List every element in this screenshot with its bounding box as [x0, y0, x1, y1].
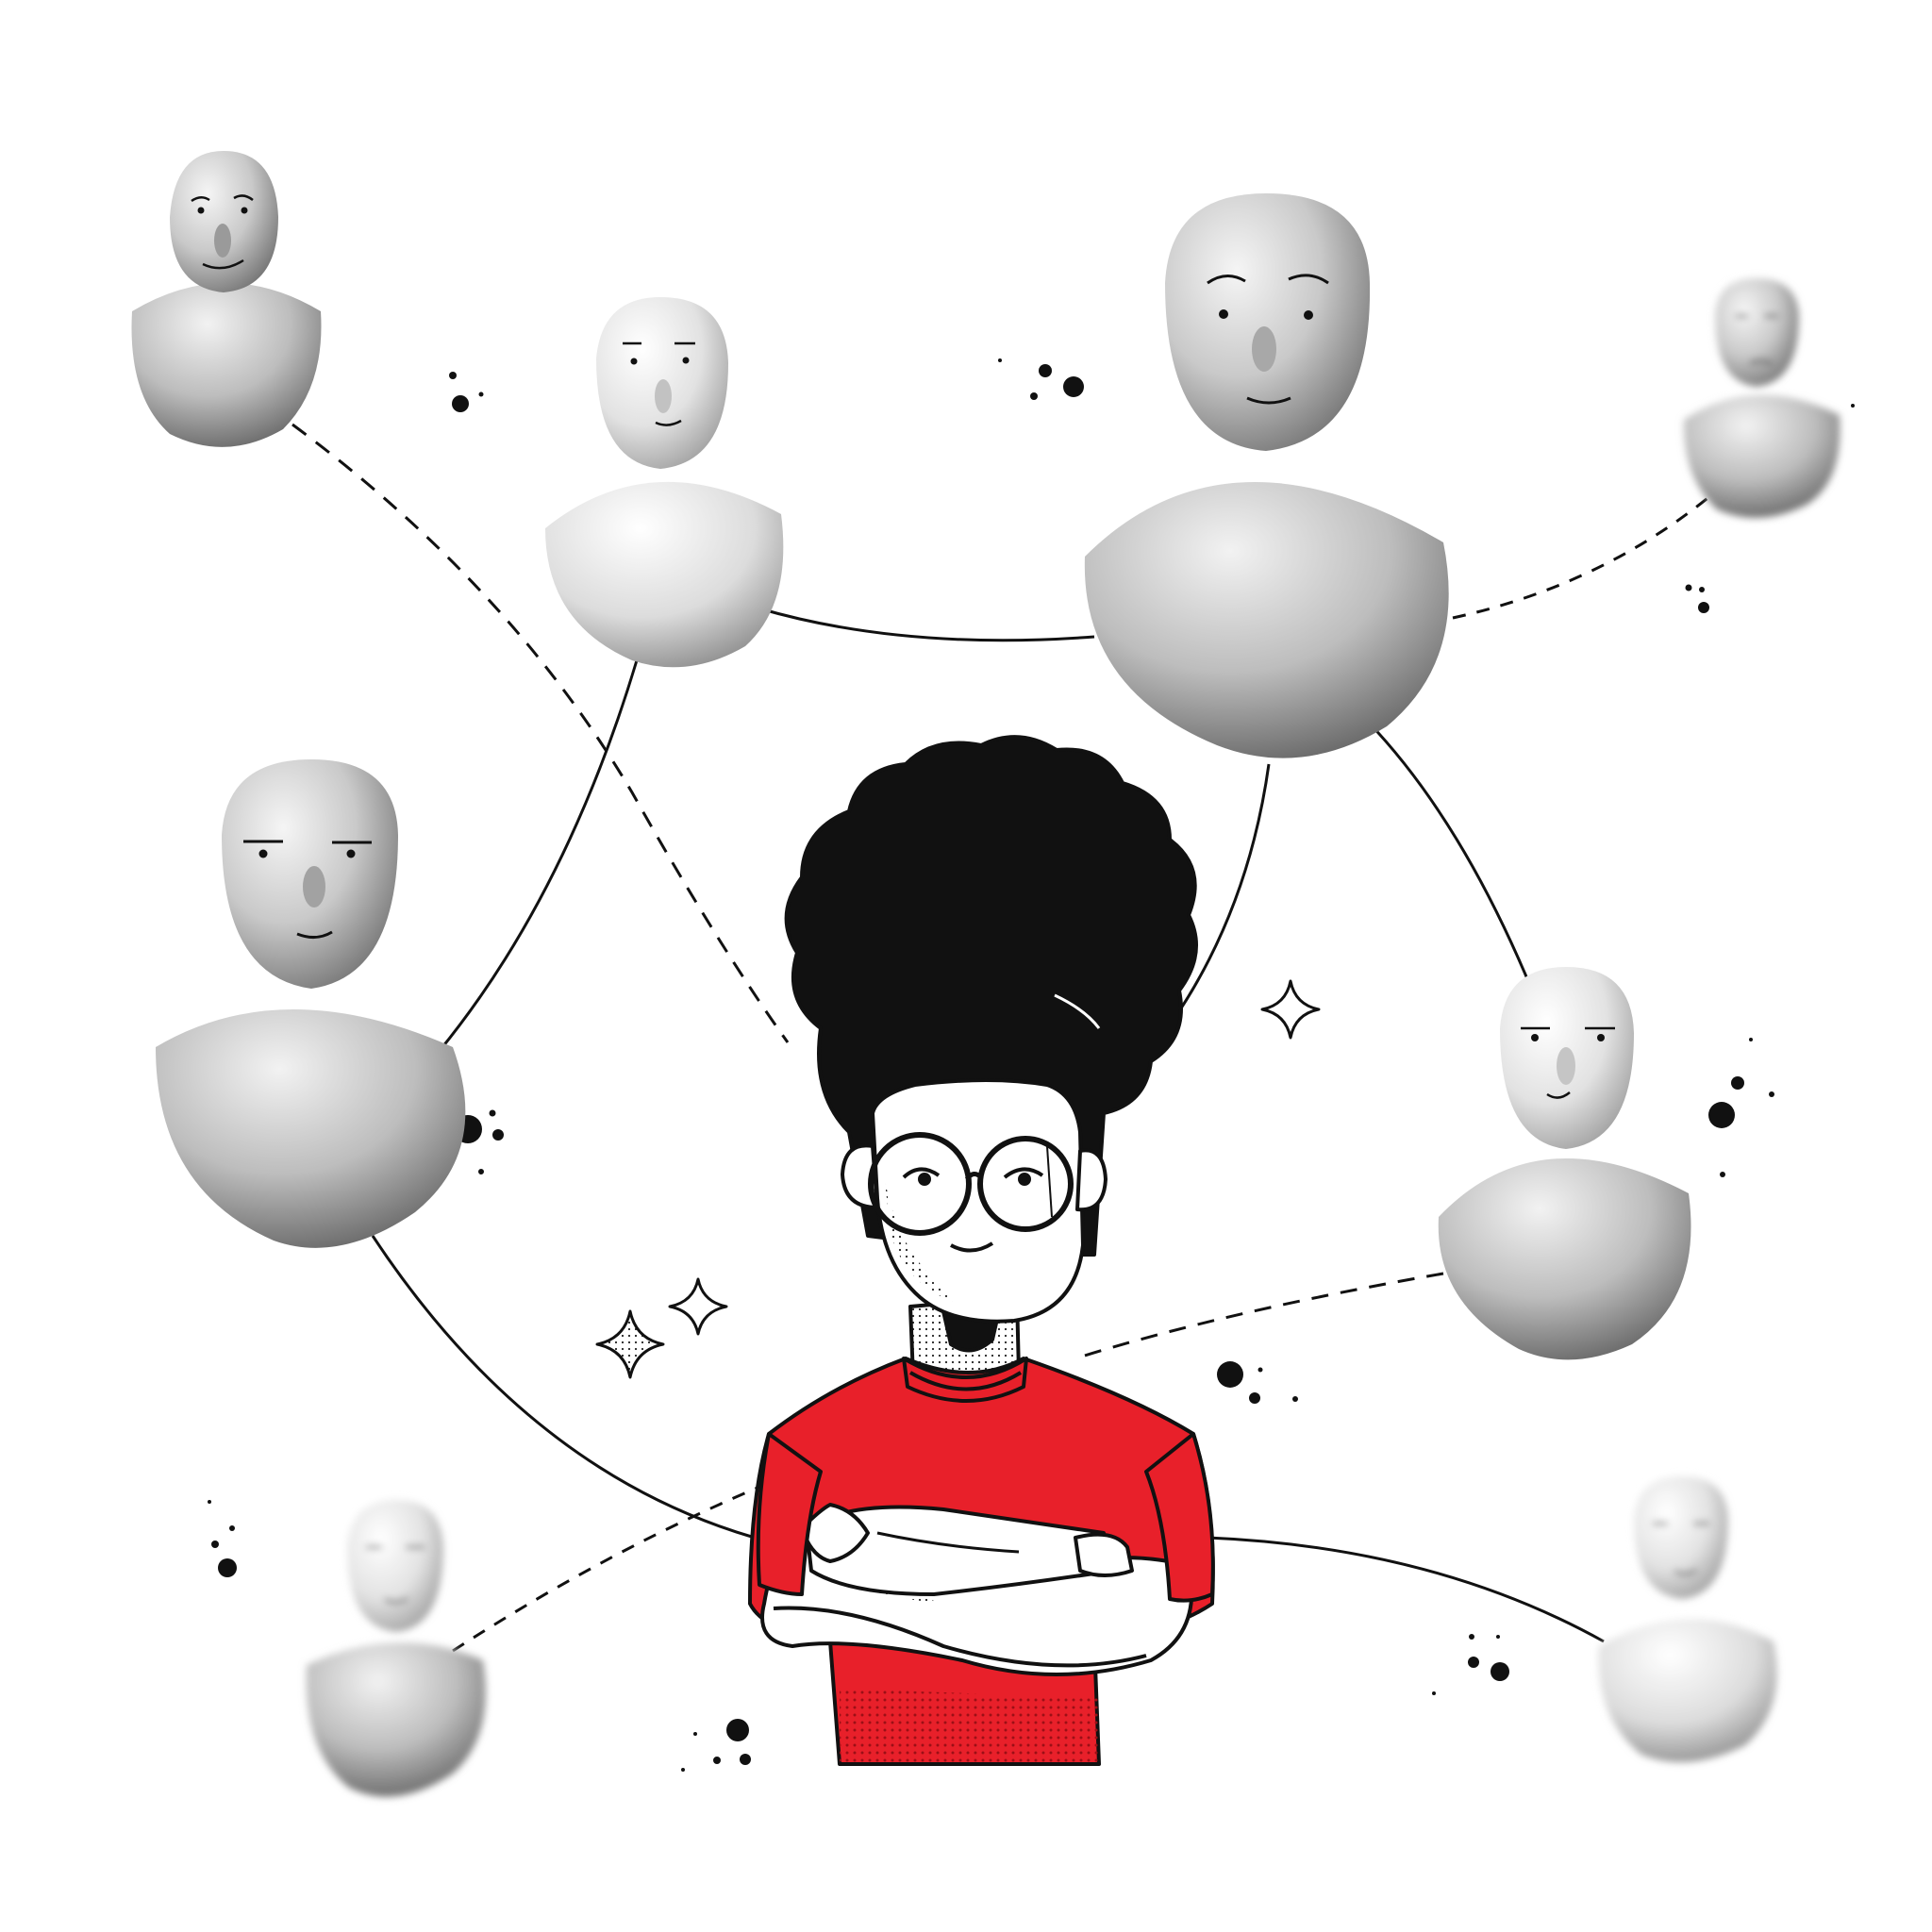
connector-lines — [291, 423, 1718, 1653]
connector-dashed — [452, 1479, 774, 1653]
connector-dashed — [291, 423, 790, 1043]
right-sleeve — [1144, 1432, 1215, 1603]
dot-cluster-icon — [208, 358, 1855, 1772]
left-sleeve — [756, 1432, 823, 1596]
central-person — [748, 735, 1215, 1766]
right-hand — [800, 1503, 870, 1563]
person-6 — [1438, 967, 1691, 1360]
person-8 — [1598, 1476, 1777, 1762]
connector-solid — [1207, 1536, 1605, 1643]
person-4 — [1683, 278, 1840, 518]
glasses-left-lens — [868, 1132, 972, 1236]
connector-dashed — [1074, 1272, 1444, 1360]
connector-solid — [758, 607, 1095, 642]
person-7 — [306, 1500, 486, 1797]
glasses-right-lens — [977, 1136, 1074, 1232]
person-1 — [131, 151, 322, 447]
connector-solid — [437, 659, 639, 1053]
person-5 — [156, 759, 466, 1248]
person-3 — [1084, 193, 1449, 758]
person-2 — [545, 297, 784, 668]
connector-dashed — [1452, 489, 1718, 620]
right-ear — [1075, 1148, 1108, 1212]
